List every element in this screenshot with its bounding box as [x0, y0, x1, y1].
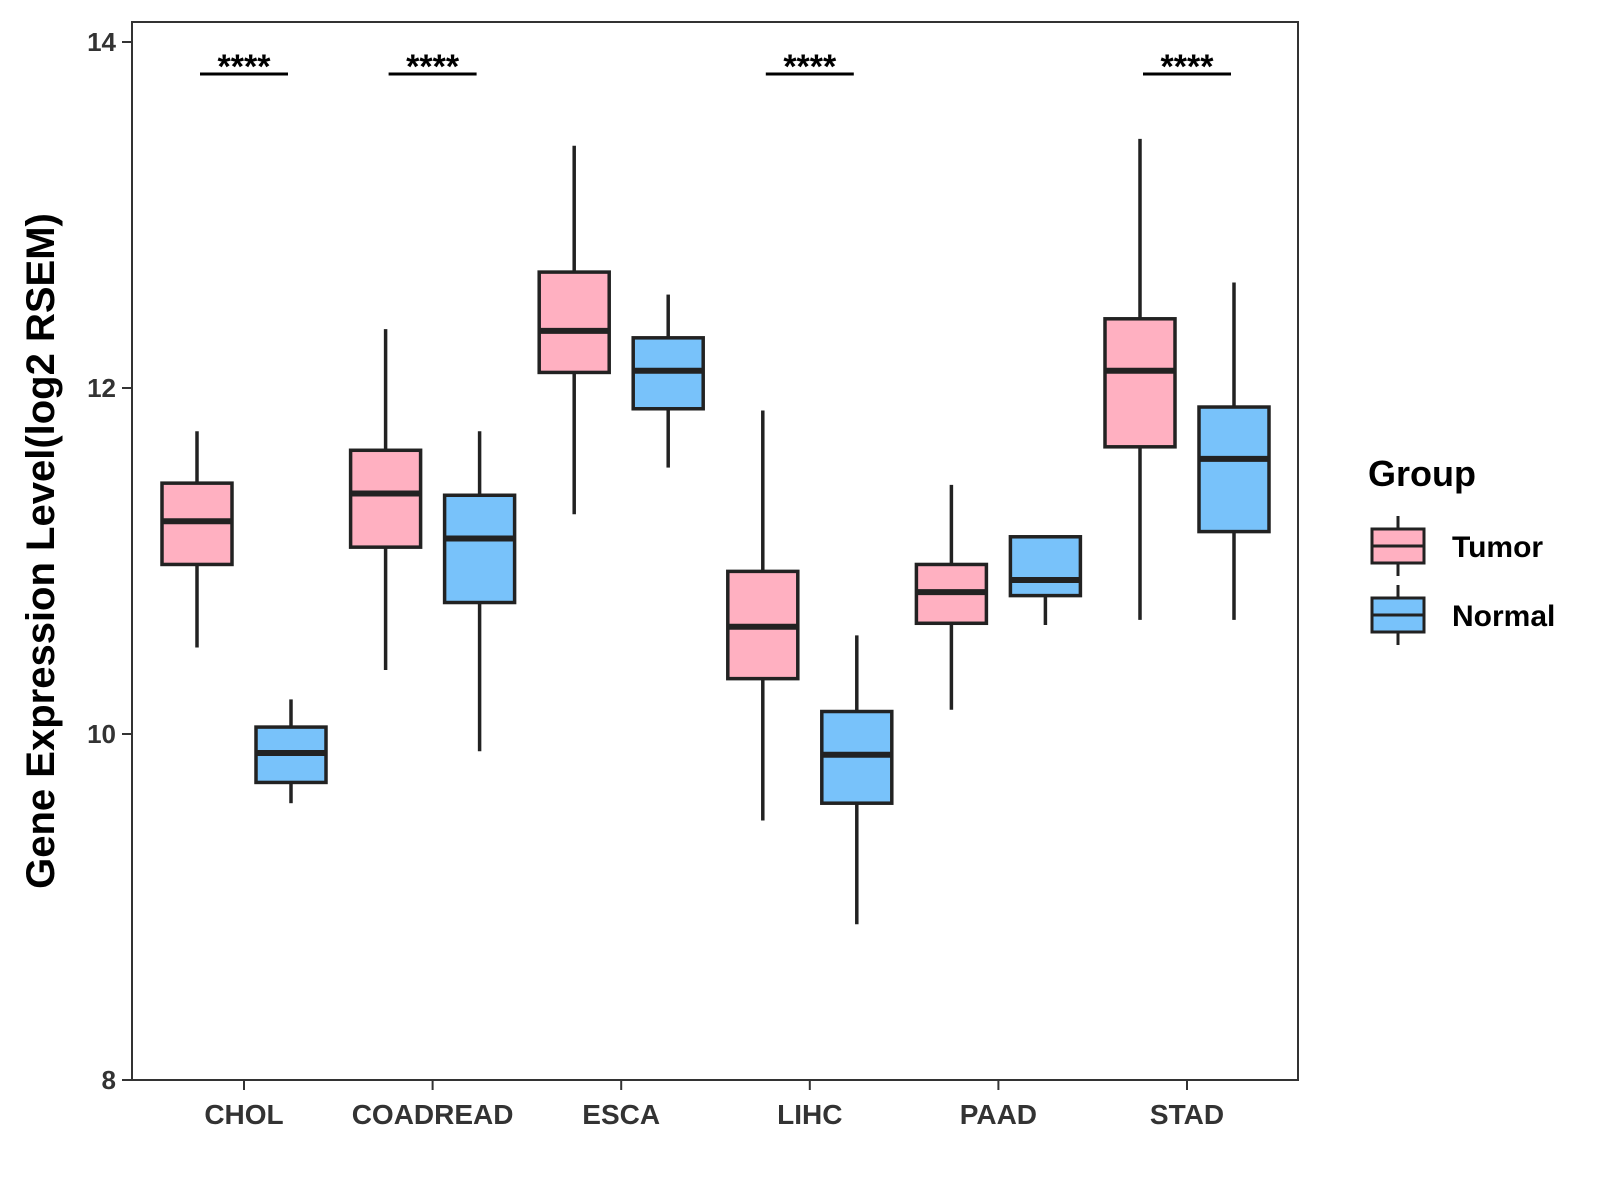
box-normal-stad [1197, 282, 1271, 620]
plot-panel [131, 21, 1299, 1081]
box-normal-esca [631, 294, 705, 468]
x-tick-label: COADREAD [352, 1099, 514, 1130]
box-normal-coadread [442, 431, 517, 752]
box-iqr [348, 448, 423, 549]
legend-title: Group [1368, 453, 1476, 494]
y-tick-label: 8 [102, 1065, 116, 1095]
box-tumor-chol [160, 431, 234, 648]
x-tick-label: CHOL [204, 1099, 283, 1130]
x-tick-label: PAAD [960, 1099, 1037, 1130]
x-tick-label: STAD [1150, 1099, 1224, 1130]
y-axis: 8 10 12 14 [87, 27, 132, 1095]
legend-item-normal: Normal [1370, 585, 1555, 645]
legend-label: Normal [1452, 600, 1555, 633]
significance-label: **** [783, 48, 837, 86]
box-iqr [537, 270, 611, 375]
box-normal-paad [1008, 535, 1083, 626]
y-tick-label: 12 [87, 373, 116, 403]
box-iqr [1197, 405, 1271, 534]
box-normal-chol [254, 699, 328, 804]
y-axis-label: Gene Expression Level(log2 RSEM) [19, 213, 63, 889]
significance-annotations: **** **** **** **** [200, 48, 1231, 86]
legend-item-tumor: Tumor [1370, 516, 1543, 576]
box-normal-lihc [820, 635, 894, 925]
y-tick-label: 14 [87, 27, 116, 57]
box-iqr [442, 493, 517, 605]
significance-label: **** [406, 48, 460, 86]
box-tumor-coadread [348, 329, 423, 670]
box-iqr [1008, 535, 1083, 598]
box-iqr [1103, 317, 1177, 449]
box-tumor-esca [537, 145, 611, 515]
box-tumor-stad [1103, 138, 1177, 620]
box-marks [160, 138, 1271, 925]
box-tumor-lihc [726, 410, 800, 821]
legend-label: Tumor [1452, 531, 1543, 564]
legend: Group Tumor Normal [1368, 453, 1555, 645]
x-tick-label: LIHC [777, 1099, 842, 1130]
x-tick-label: ESCA [582, 1099, 660, 1130]
significance-label: **** [218, 48, 272, 86]
significance-label: **** [1161, 48, 1215, 86]
box-tumor-paad [914, 484, 989, 710]
y-tick-label: 10 [87, 719, 116, 749]
x-axis: CHOL COADREAD ESCA LIHC PAAD STAD [204, 1080, 1224, 1130]
